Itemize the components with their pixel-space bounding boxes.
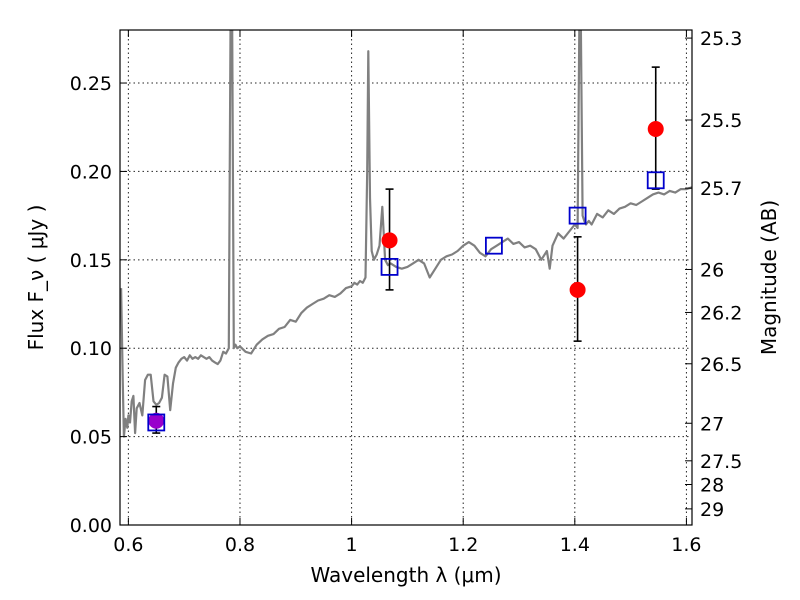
mag-tick-label: 28	[700, 475, 724, 497]
observed-flux-point	[148, 412, 165, 429]
observed-flux-point	[647, 121, 664, 137]
plot-frame	[119, 29, 693, 526]
mag-tick-label: 26.2	[700, 302, 742, 324]
mag-tick-label: 25.3	[700, 28, 742, 50]
y-tick-label: 0.10	[70, 338, 112, 360]
x-tick-label: 1.4	[560, 534, 590, 556]
x-tick-label: 1.6	[671, 534, 701, 556]
mag-tick-label: 25.5	[700, 110, 742, 132]
model-flux-point	[568, 206, 587, 225]
mag-tick-label: 25.7	[700, 178, 742, 200]
plot-layer	[120, 30, 692, 438]
x-tick-label: 0.6	[113, 534, 143, 556]
tick-layer: 0.6 0.8 1 1.2 1.4 1.6 0.00 0.05 0.10 0.15 0.20 0.25…	[70, 28, 743, 556]
x-axis-label: Wavelength λ (μm)	[310, 563, 501, 587]
x-tick-label: 0.8	[225, 534, 255, 556]
template-spectrum-line	[120, 30, 692, 438]
mag-tick-label: 27	[700, 413, 724, 435]
y2-axis-label: Magnitude (AB)	[757, 200, 781, 355]
observed-flux-point	[569, 281, 586, 298]
mag-tick-label: 27.5	[700, 451, 742, 473]
y-tick-label: 0.25	[70, 73, 112, 95]
y-tick-label: 0.05	[70, 427, 112, 449]
model-flux-point	[484, 236, 503, 255]
y-tick-label: 0.15	[70, 250, 112, 272]
model-flux-point	[147, 413, 166, 432]
x-tick-label: 1.2	[448, 534, 478, 556]
mag-tick-label: 26.5	[700, 354, 742, 376]
model-flux-point	[646, 171, 665, 190]
model-flux-point	[380, 257, 399, 276]
y-tick-label: 0.00	[70, 515, 112, 537]
y-tick-label: 0.20	[70, 161, 112, 183]
x-tick-label: 1	[346, 534, 358, 556]
mag-tick-label: 29	[700, 499, 724, 521]
observed-flux-point	[381, 232, 398, 249]
y-axis-label: Flux F_ν ( μJy )	[24, 205, 48, 351]
grid-layer	[120, 30, 692, 526]
mag-tick-label: 26	[700, 259, 724, 281]
